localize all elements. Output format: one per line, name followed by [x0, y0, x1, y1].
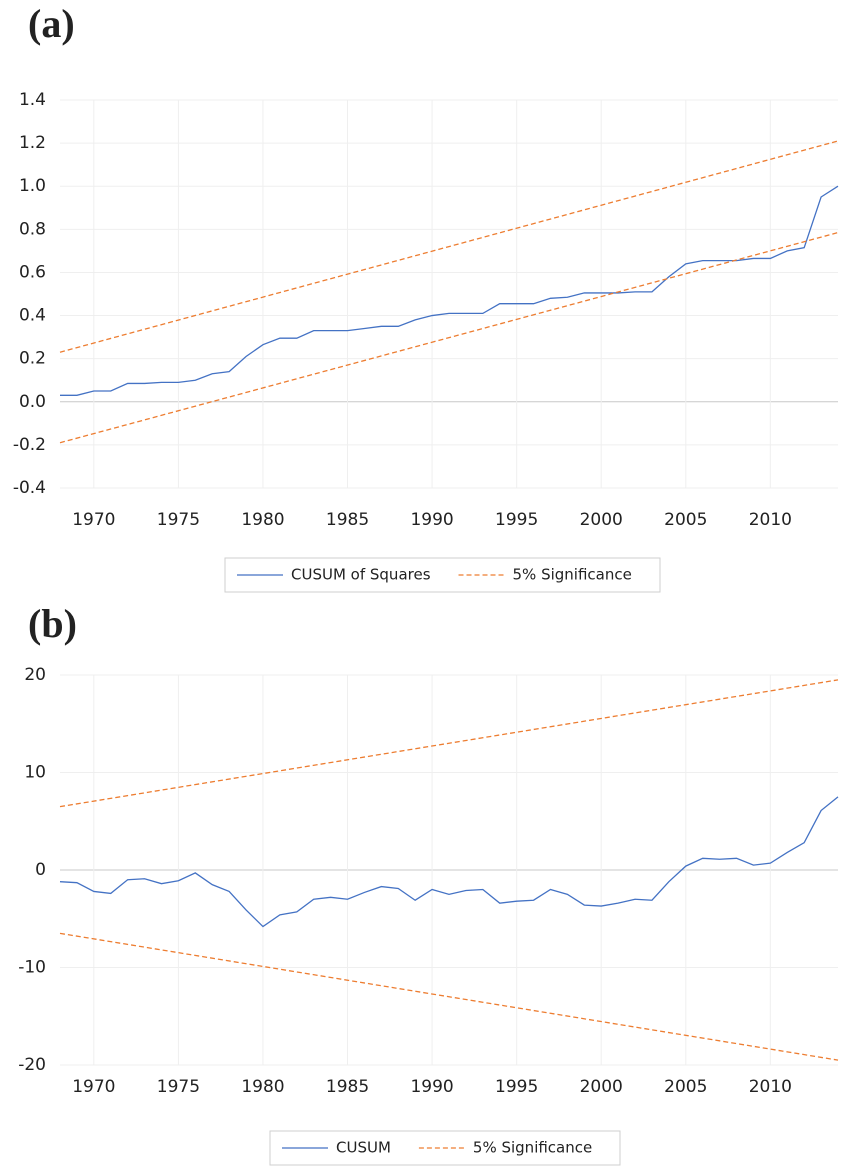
y-tick-label: 0.4	[19, 306, 46, 326]
series-line	[59, 796, 839, 928]
panel-label: (b)	[28, 601, 77, 646]
y-tick-label: 20	[24, 665, 46, 685]
x-tick-label: 1975	[157, 510, 200, 530]
legend-label: 5% Significance	[513, 566, 632, 584]
y-tick-label: -0.4	[13, 478, 46, 498]
y-tick-label: 0.2	[19, 349, 46, 369]
x-tick-label: 2005	[664, 510, 707, 530]
significance-line	[59, 231, 839, 444]
legend-label: CUSUM of Squares	[291, 566, 431, 584]
x-tick-label: 1970	[72, 1077, 115, 1097]
y-tick-label: -0.2	[13, 435, 46, 455]
panel-label: (a)	[28, 1, 75, 46]
x-tick-label: 1980	[241, 1077, 284, 1097]
x-tick-label: 1970	[72, 510, 115, 530]
x-tick-label: 1985	[326, 510, 369, 530]
x-tick-label: 1995	[495, 510, 538, 530]
y-tick-label: 10	[24, 763, 46, 783]
y-tick-label: 0.8	[19, 219, 46, 239]
y-tick-label: 0.6	[19, 262, 46, 282]
x-tick-label: 2010	[749, 1077, 792, 1097]
x-tick-label: 1995	[495, 1077, 538, 1097]
y-tick-label: 0	[35, 860, 46, 880]
y-tick-label: 1.2	[19, 133, 46, 153]
x-tick-label: 1990	[410, 1077, 453, 1097]
x-tick-label: 2000	[580, 1077, 623, 1097]
x-tick-label: 1975	[157, 1077, 200, 1097]
series-line	[60, 185, 839, 396]
x-tick-label: 2000	[580, 510, 623, 530]
y-tick-label: -10	[18, 958, 46, 978]
x-tick-label: 1985	[326, 1077, 369, 1097]
x-tick-label: 1980	[241, 510, 284, 530]
y-tick-label: 1.4	[19, 90, 46, 110]
legend-label: CUSUM	[336, 1139, 391, 1157]
x-tick-label: 2005	[664, 1077, 707, 1097]
x-tick-label: 2010	[749, 510, 792, 530]
y-tick-label: 0.0	[19, 392, 46, 412]
y-tick-label: 1.0	[19, 176, 46, 196]
significance-line	[59, 140, 839, 353]
x-tick-label: 1990	[410, 510, 453, 530]
legend-box	[224, 557, 661, 593]
legend-label: 5% Significance	[473, 1139, 592, 1157]
y-tick-label: -20	[18, 1055, 46, 1075]
significance-line	[59, 932, 839, 1061]
significance-line	[59, 679, 839, 808]
